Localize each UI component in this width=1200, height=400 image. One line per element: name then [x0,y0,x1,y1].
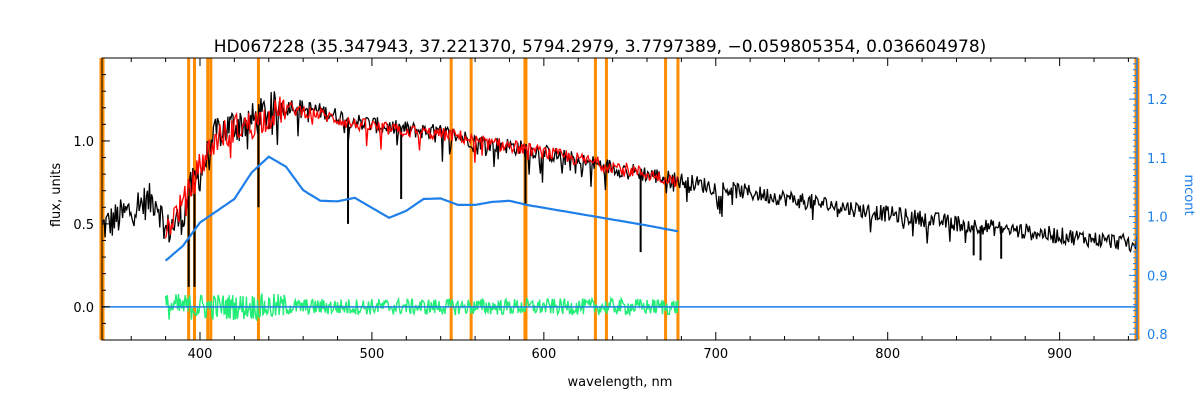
chart-title: HD067228 (35.347943, 37.221370, 5794.297… [214,37,987,57]
residuals [164,293,679,322]
y2-tick-label: 0.9 [1147,269,1168,284]
x-tick-label: 700 [703,347,728,362]
y2-axis-label: mcont [1181,174,1196,215]
continuum-curve [164,155,679,262]
x-tick-label: 600 [531,347,556,362]
y-axis-label: flux, units [49,163,64,228]
continuum-line [164,155,679,262]
observed-line [101,91,1138,253]
x-tick-label: 800 [875,347,900,362]
y-tick-label: 0.0 [73,301,94,316]
y-tick-label: 1.0 [73,135,94,150]
y-tick-label: 0.5 [73,218,94,233]
x-axis-label: wavelength, nm [568,375,673,390]
residual-line [164,293,679,322]
y2-tick-label: 1.0 [1147,211,1168,226]
axes: 400 500 600 700 800 900 0.0 0.5 1.0 0.8 0.9 1.0 1.1 1… [73,58,1168,362]
x-tick-label: 900 [1047,347,1072,362]
observed-spectrum [101,91,1138,287]
y2-tick-label: 0.8 [1147,328,1168,343]
x-tick-label: 400 [188,347,213,362]
y2-tick-label: 1.2 [1147,93,1168,108]
x-tick-label: 500 [360,347,385,362]
mask-lines [99,58,1140,340]
model-line [164,96,678,239]
model-spectrum [164,96,678,239]
y2-tick-label: 1.1 [1147,152,1168,167]
